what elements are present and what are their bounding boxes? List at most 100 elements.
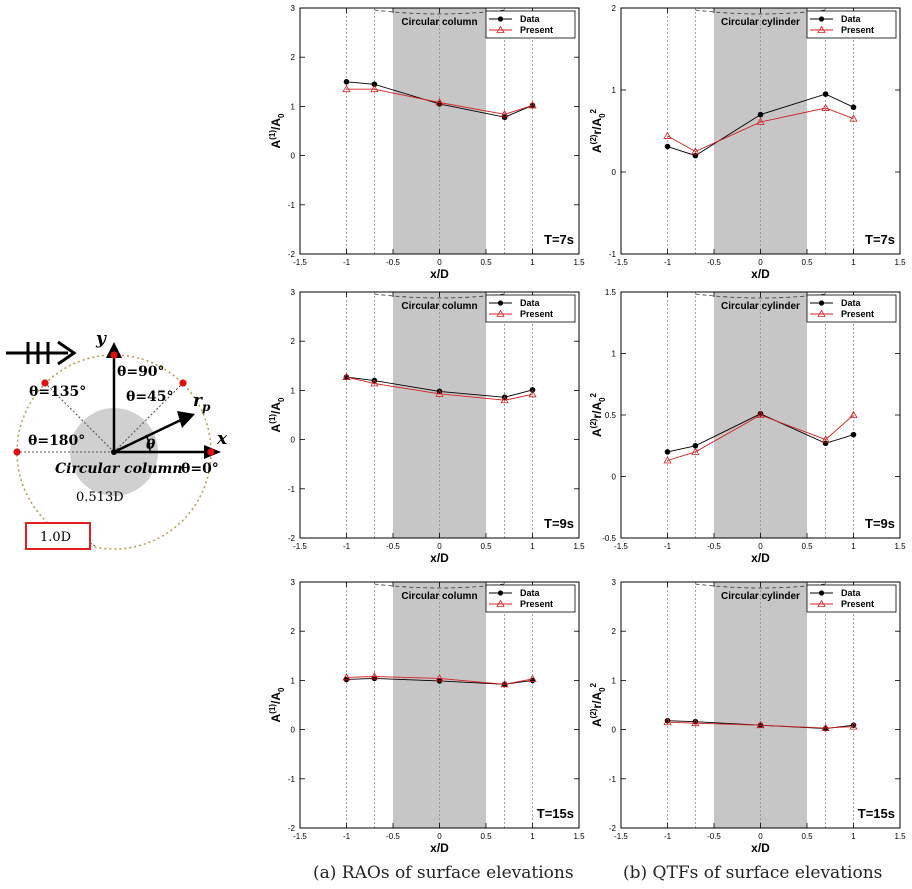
present-point [663, 456, 672, 464]
data-point [850, 104, 857, 111]
caption-left: (a) RAOs of surface elevations [313, 863, 574, 883]
y-tick-label: 1 [612, 676, 617, 685]
legend-marker-present [496, 25, 505, 33]
series-line [667, 414, 854, 461]
x-tick-label: -0.5 [707, 542, 721, 551]
present-point [370, 672, 379, 680]
present-point [370, 84, 379, 93]
legend-box [806, 584, 897, 613]
series-present [663, 410, 858, 464]
y-tick-label: -2 [288, 250, 296, 259]
y-tick-label: 3 [291, 288, 296, 297]
x-tick-label: 0 [437, 832, 442, 841]
legend-label-data: Data [841, 14, 862, 24]
legend-label-present: Present [841, 25, 874, 35]
legend-marker-data [818, 16, 825, 22]
present-point [370, 379, 379, 387]
gauge-marker-0 [207, 448, 215, 456]
x-tick-label: -1.5 [614, 832, 628, 841]
y-tick-label: 0 [612, 168, 617, 177]
radius-label: rp [193, 391, 211, 414]
y-tick-label: -1 [288, 485, 296, 494]
y-tick-label: 1 [291, 102, 296, 111]
x-tick-label: 0 [758, 832, 763, 841]
present-point [500, 109, 509, 118]
y-tick-label: 0 [291, 726, 296, 735]
radial-arrow [113, 411, 195, 454]
legend-box [806, 294, 897, 323]
legend-label-data: Data [841, 298, 862, 308]
legend-marker-present [817, 309, 826, 317]
legend-marker-data [818, 590, 825, 596]
legend-marker-present [817, 25, 826, 33]
plot-grid: -1.5 -1 -0.5 0 0.5 1 1.5-2-10123x/DA(1)/A0Circ… [268, 4, 906, 855]
chart-panel-4: -1.5 -1 -0.5 0 0.5 1 1.5 -0.5 0 0.5 1 1.5 x/D A(2)r/A… [589, 288, 906, 565]
legend-box [485, 584, 576, 613]
legend-label-present: Present [841, 309, 874, 319]
legend-label-data: Data [520, 588, 541, 598]
y-axis-label: A(2)r/A02 [589, 108, 607, 153]
gauge-marker-45 [179, 379, 187, 387]
period-label: T=15s [537, 806, 574, 821]
chart-panel-5: -1.5 -1 -0.5 0 0.5 1 1.5 -2 -1 0 1 2 3 x/D A(1)/A0 Circ… [268, 578, 585, 855]
x-tick-label: 1 [851, 258, 856, 267]
y-tick-label: 1 [612, 86, 617, 95]
y-axis-arrow [106, 342, 122, 452]
outer-diameter-leader [89, 542, 98, 548]
x-tick-label: 1 [851, 542, 856, 551]
y-axis-label: A(1)/A0 [268, 687, 286, 722]
y-axis-label: y [95, 329, 107, 349]
y-tick-label: -1 [609, 250, 617, 259]
angle-0-label: θ=0° [181, 461, 219, 477]
x-tick-label: 1.5 [573, 542, 585, 551]
present-point [821, 103, 830, 111]
outer-diameter-box [25, 522, 91, 550]
angle-180-label: θ=180° [28, 433, 85, 449]
present-point [663, 131, 672, 139]
x-tick-label: 0 [758, 542, 763, 551]
legend-label-data: Data [520, 298, 541, 308]
chart-panel-6: -1.5 -1 -0.5 0 0.5 1 1.5 -2 -1 0 1 2 3 x/D A(2)r/A02 Ci… [589, 578, 906, 855]
data-point [501, 114, 508, 121]
gauge-marker-90 [110, 351, 118, 359]
y-tick-label: 2 [291, 53, 296, 62]
legend-box [485, 10, 576, 39]
period-label: T=9s [865, 516, 895, 531]
inner-diameter-label: 0.513D [76, 490, 124, 505]
y-tick-label: -1 [288, 201, 296, 210]
chart-panel-3: -1.5 -1 -0.5 0 0.5 1 1.5 -2 -1 0 1 2 3 x/D A(1)/A0 Circ… [268, 288, 585, 565]
period-label: T=15s [858, 806, 895, 821]
present-point [849, 114, 858, 122]
x-tick-label: -1.5 [614, 542, 628, 551]
present-point [342, 372, 351, 381]
x-tick-label: 0.5 [801, 258, 813, 267]
x-tick-label: 0 [437, 258, 442, 267]
series-present [342, 672, 537, 688]
legend-label-data: Data [841, 588, 862, 598]
y-tick-label: -0.5 [602, 534, 616, 543]
x-axis-label: x [216, 429, 228, 449]
legend-label-data: Data [520, 14, 541, 24]
y-tick-label: 2 [291, 627, 296, 636]
present-point [756, 410, 765, 418]
y-axis-label: A(2)r/A02 [589, 682, 607, 727]
present-point [435, 674, 444, 682]
x-tick-label: -1 [343, 258, 351, 267]
y-tick-label: 0 [612, 726, 617, 735]
series-present [663, 717, 858, 732]
period-label: T=7s [544, 232, 574, 247]
outer-diameter-label: 1.0D [40, 530, 71, 545]
x-tick-label: -1.5 [293, 258, 307, 267]
data-point [757, 111, 764, 118]
x-tick-label: 0.5 [480, 258, 492, 267]
series-line [346, 88, 533, 115]
y-tick-label: -1 [609, 775, 617, 784]
x-tick-label: -0.5 [386, 258, 400, 267]
data-point [850, 431, 857, 438]
present-point [691, 447, 700, 455]
angle-90-label: θ=90° [117, 364, 165, 380]
